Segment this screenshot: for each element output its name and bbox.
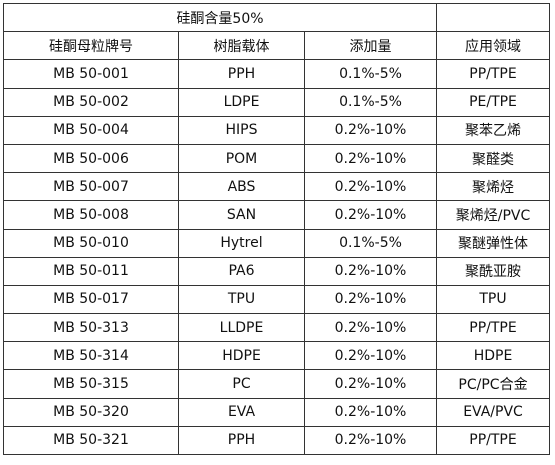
header-resin-carrier: 树脂载体: [178, 31, 305, 61]
cell-dosage: 0.2%-10%: [304, 284, 437, 315]
cell-application: PC/PC合金: [436, 369, 550, 399]
cell-grade: MB 50-314: [3, 341, 179, 371]
table-row: MB 50-321 PPH 0.2%-10% PP/TPE: [3, 425, 550, 456]
cell-dosage: 0.2%-10%: [304, 341, 437, 371]
cell-resin-carrier: EVA: [178, 397, 305, 427]
cell-dosage: 0.2%-10%: [304, 256, 437, 286]
cell-resin-carrier: PC: [178, 369, 305, 399]
cell-dosage: 0.2%-10%: [304, 143, 437, 174]
header-grade: 硅酮母粒牌号: [3, 31, 179, 61]
table-container: 硅酮含量50% 硅酮母粒牌号 树脂载体 添加量 应用领域 MB 50-001 PP…: [3, 2, 550, 456]
cell-dosage: 0.2%-10%: [304, 313, 437, 343]
cell-resin-carrier: TPU: [178, 284, 305, 315]
cell-grade: MB 50-006: [3, 143, 179, 174]
cell-application: HDPE: [436, 341, 550, 371]
cell-resin-carrier: HDPE: [178, 341, 305, 371]
table-row: MB 50-017 TPU 0.2%-10% TPU: [3, 284, 550, 315]
title-empty-cell: [436, 2, 550, 33]
cell-resin-carrier: LDPE: [178, 87, 305, 117]
header-row: 硅酮母粒牌号 树脂载体 添加量 应用领域: [3, 31, 550, 61]
cell-grade: MB 50-004: [3, 115, 179, 145]
cell-application: PP/TPE: [436, 425, 550, 456]
cell-resin-carrier: LLDPE: [178, 313, 305, 343]
cell-resin-carrier: ABS: [178, 172, 305, 202]
cell-resin-carrier: PPH: [178, 425, 305, 456]
cell-grade: MB 50-011: [3, 256, 179, 286]
title-row: 硅酮含量50%: [3, 2, 550, 33]
table-row: MB 50-008 SAN 0.2%-10% 聚烯烃/PVC: [3, 200, 550, 230]
cell-grade: MB 50-002: [3, 87, 179, 117]
cell-application: 聚苯乙烯: [436, 115, 550, 145]
cell-application: 聚酰亚胺: [436, 256, 550, 286]
cell-grade: MB 50-001: [3, 59, 179, 89]
cell-application: PP/TPE: [436, 59, 550, 89]
cell-grade: MB 50-007: [3, 172, 179, 202]
table-title: 硅酮含量50%: [3, 2, 437, 33]
cell-application: 聚烯烃: [436, 172, 550, 202]
header-dosage: 添加量: [304, 31, 437, 61]
cell-grade: MB 50-315: [3, 369, 179, 399]
table-row: MB 50-001 PPH 0.1%-5% PP/TPE: [3, 59, 550, 89]
cell-application: TPU: [436, 284, 550, 315]
cell-resin-carrier: PA6: [178, 256, 305, 286]
cell-dosage: 0.2%-10%: [304, 397, 437, 427]
table-row: MB 50-004 HIPS 0.2%-10% 聚苯乙烯: [3, 115, 550, 145]
cell-application: PE/TPE: [436, 87, 550, 117]
cell-resin-carrier: Hytrel: [178, 228, 305, 258]
cell-dosage: 0.2%-10%: [304, 200, 437, 230]
cell-dosage: 0.2%-10%: [304, 172, 437, 202]
cell-dosage: 0.1%-5%: [304, 59, 437, 89]
cell-resin-carrier: HIPS: [178, 115, 305, 145]
cell-dosage: 0.1%-5%: [304, 228, 437, 258]
table-row: MB 50-006 POM 0.2%-10% 聚醛类: [3, 143, 550, 174]
cell-grade: MB 50-010: [3, 228, 179, 258]
cell-grade: MB 50-321: [3, 425, 179, 456]
table-row: MB 50-314 HDPE 0.2%-10% HDPE: [3, 341, 550, 371]
cell-dosage: 0.2%-10%: [304, 425, 437, 456]
cell-resin-carrier: PPH: [178, 59, 305, 89]
cell-grade: MB 50-313: [3, 313, 179, 343]
table-row: MB 50-313 LLDPE 0.2%-10% PP/TPE: [3, 313, 550, 343]
table-row: MB 50-010 Hytrel 0.1%-5% 聚醚弹性体: [3, 228, 550, 258]
cell-resin-carrier: SAN: [178, 200, 305, 230]
silicone-masterbatch-table: 硅酮含量50% 硅酮母粒牌号 树脂载体 添加量 应用领域 MB 50-001 PP…: [3, 2, 550, 456]
cell-grade: MB 50-320: [3, 397, 179, 427]
cell-grade: MB 50-017: [3, 284, 179, 315]
table-row: MB 50-007 ABS 0.2%-10% 聚烯烃: [3, 172, 550, 202]
header-application: 应用领域: [436, 31, 550, 61]
cell-application: 聚烯烃/PVC: [436, 200, 550, 230]
table-row: MB 50-002 LDPE 0.1%-5% PE/TPE: [3, 87, 550, 117]
cell-application: EVA/PVC: [436, 397, 550, 427]
cell-application: 聚醛类: [436, 143, 550, 174]
cell-application: PP/TPE: [436, 313, 550, 343]
table-row: MB 50-011 PA6 0.2%-10% 聚酰亚胺: [3, 256, 550, 286]
cell-dosage: 0.2%-10%: [304, 369, 437, 399]
cell-dosage: 0.1%-5%: [304, 87, 437, 117]
table-row: MB 50-315 PC 0.2%-10% PC/PC合金: [3, 369, 550, 399]
cell-resin-carrier: POM: [178, 143, 305, 174]
cell-grade: MB 50-008: [3, 200, 179, 230]
cell-dosage: 0.2%-10%: [304, 115, 437, 145]
table-row: MB 50-320 EVA 0.2%-10% EVA/PVC: [3, 397, 550, 427]
cell-application: 聚醚弹性体: [436, 228, 550, 258]
